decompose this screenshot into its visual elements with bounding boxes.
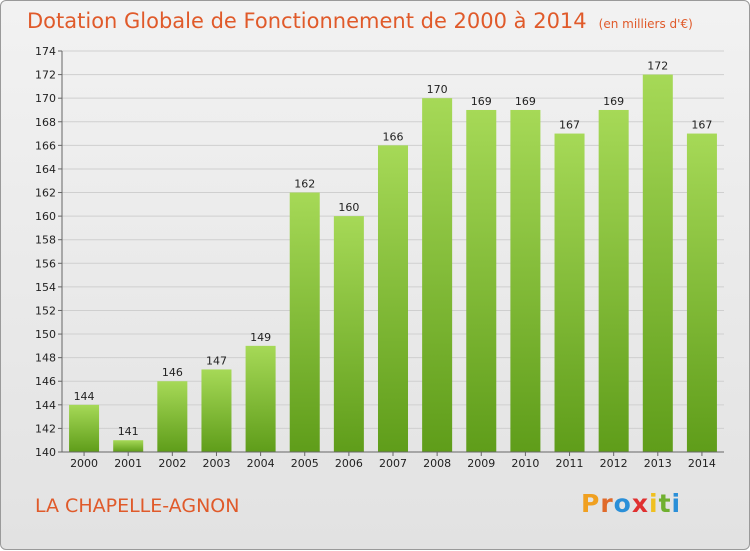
y-tick-label: 172 bbox=[35, 69, 56, 82]
x-tick-label: 2008 bbox=[423, 457, 451, 470]
bar-value-label: 170 bbox=[427, 83, 448, 96]
logo-letter: P bbox=[581, 489, 601, 518]
bar-value-label: 169 bbox=[515, 95, 536, 108]
x-tick-label: 2002 bbox=[158, 457, 186, 470]
chart-title-text: Dotation Globale de Fonctionnement de 20… bbox=[27, 9, 587, 33]
x-tick-label: 2011 bbox=[556, 457, 584, 470]
logo-letter: i bbox=[671, 489, 682, 518]
bar-value-label: 160 bbox=[338, 201, 359, 214]
logo-letter: t bbox=[658, 489, 672, 518]
x-tick-label: 2007 bbox=[379, 457, 407, 470]
bar-value-label: 167 bbox=[559, 119, 580, 132]
x-tick-label: 2014 bbox=[688, 457, 716, 470]
bar-value-label: 169 bbox=[471, 95, 492, 108]
bar bbox=[554, 133, 585, 452]
y-tick-label: 160 bbox=[35, 210, 56, 223]
proxiti-logo: Proxiti bbox=[581, 489, 681, 518]
chart-unit: (en milliers d'€) bbox=[598, 17, 693, 31]
y-tick-label: 142 bbox=[35, 422, 56, 435]
bar bbox=[69, 404, 100, 452]
bar-value-label: 166 bbox=[383, 130, 404, 143]
bar-value-label: 169 bbox=[603, 95, 624, 108]
x-tick-label: 2010 bbox=[511, 457, 539, 470]
y-tick-label: 174 bbox=[35, 45, 56, 58]
bar bbox=[642, 74, 673, 453]
bar-value-label: 162 bbox=[294, 178, 315, 191]
commune-name: LA CHAPELLE-AGNON bbox=[35, 495, 240, 517]
x-tick-label: 2006 bbox=[335, 457, 363, 470]
y-tick-label: 164 bbox=[35, 163, 56, 176]
y-tick-label: 148 bbox=[35, 352, 56, 365]
bar-value-label: 147 bbox=[206, 354, 227, 367]
bar bbox=[686, 133, 717, 452]
x-tick-label: 2012 bbox=[600, 457, 628, 470]
y-tick-label: 156 bbox=[35, 257, 56, 270]
bar-value-label: 172 bbox=[647, 60, 668, 73]
y-tick-label: 166 bbox=[35, 139, 56, 152]
x-tick-label: 2013 bbox=[644, 457, 672, 470]
logo-letter: r bbox=[600, 489, 614, 518]
axis-layer: 140 142 144 146 148 150 152 154 156 158 160 162 164 1… bbox=[35, 45, 724, 470]
bar bbox=[333, 216, 364, 452]
y-tick-label: 168 bbox=[35, 116, 56, 129]
y-tick-label: 162 bbox=[35, 187, 56, 200]
y-tick-label: 170 bbox=[35, 92, 56, 105]
y-tick-label: 152 bbox=[35, 304, 56, 317]
bar bbox=[510, 109, 541, 453]
logo-letter: x bbox=[631, 489, 649, 518]
x-tick-label: 2000 bbox=[70, 457, 98, 470]
bar bbox=[422, 98, 453, 453]
x-tick-label: 2005 bbox=[291, 457, 319, 470]
chart-title: Dotation Globale de Fonctionnement de 20… bbox=[27, 9, 693, 33]
bar-value-label: 149 bbox=[250, 331, 271, 344]
y-tick-label: 150 bbox=[35, 328, 56, 341]
y-tick-label: 144 bbox=[35, 399, 56, 412]
bar bbox=[245, 345, 276, 452]
bar-value-label: 141 bbox=[118, 425, 139, 438]
y-tick-label: 154 bbox=[35, 281, 56, 294]
bar bbox=[598, 109, 629, 453]
y-tick-label: 140 bbox=[35, 446, 56, 459]
x-tick-label: 2004 bbox=[247, 457, 275, 470]
logo-letter: o bbox=[613, 489, 632, 518]
logo-letter: i bbox=[649, 489, 659, 518]
bar bbox=[466, 109, 497, 453]
x-tick-label: 2009 bbox=[467, 457, 495, 470]
bar bbox=[377, 145, 409, 452]
x-tick-label: 2001 bbox=[114, 457, 142, 470]
y-tick-label: 146 bbox=[35, 375, 56, 388]
y-tick-label: 158 bbox=[35, 234, 56, 247]
x-tick-label: 2003 bbox=[202, 457, 230, 470]
bar-value-label: 144 bbox=[74, 390, 95, 403]
bar-value-label: 146 bbox=[162, 366, 183, 379]
bar bbox=[113, 440, 144, 452]
bar bbox=[289, 192, 320, 452]
bar bbox=[157, 381, 188, 452]
bars-layer: 144 141 146 147 149 162 160 166 170 169 169 167 169 1… bbox=[69, 60, 717, 453]
bar bbox=[201, 369, 232, 452]
bar-value-label: 167 bbox=[691, 119, 712, 132]
